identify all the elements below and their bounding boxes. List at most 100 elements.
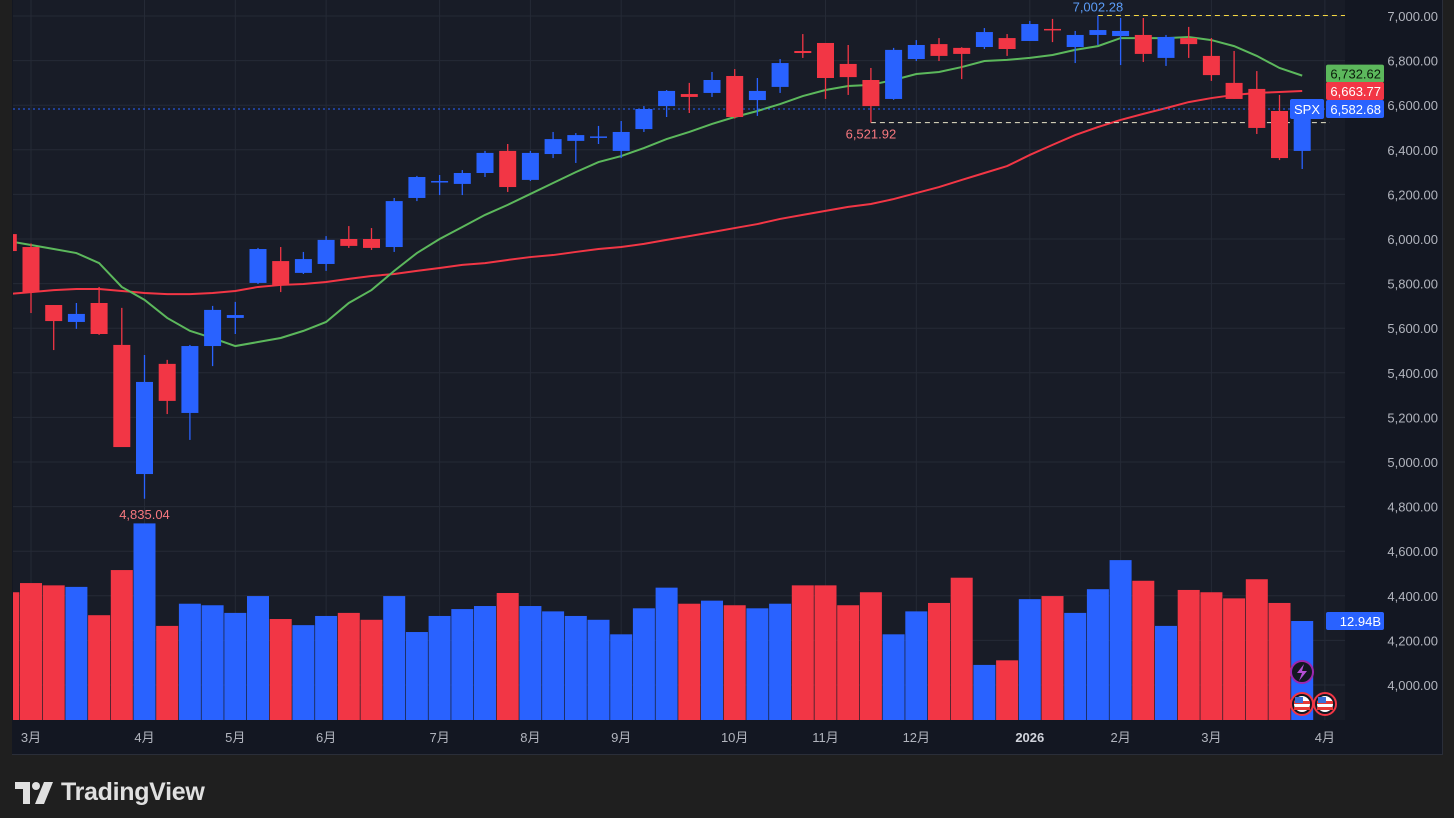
volume-bar [13,592,20,720]
candle-body [1225,82,1243,99]
candle-body [567,135,585,141]
volume-bar [360,619,383,720]
candle-body [1202,55,1220,76]
volume-bar [269,619,292,720]
volume-bar [405,632,428,720]
us-flag-stripe [1317,707,1333,710]
candle-body [726,75,744,118]
volume-bar [133,523,156,720]
candle-body [907,44,925,60]
tradingview-logo[interactable]: TradingView [15,778,205,807]
candle-body [1021,24,1039,41]
volume-bar [564,615,587,720]
volume-bar [42,585,65,720]
volume-bar [632,608,655,720]
tradingview-wordmark: TradingView [61,778,205,806]
y-tick-label: 5,400.00 [1387,366,1438,381]
symbol-tag: SPX [1294,102,1320,117]
candle-body [45,305,63,322]
candle-body [1248,88,1266,128]
candle-body [1180,38,1198,45]
candle-body [1044,28,1061,31]
volume-bar [973,664,996,720]
y-tick-label: 6,800.00 [1387,54,1438,69]
ma-slow-price-tag-background [1326,81,1384,100]
candle-body [885,49,903,99]
candle-body [476,152,494,173]
x-tick-label: 2026 [1015,730,1044,745]
candle-body [431,181,449,183]
candle-body [453,172,471,184]
y-tick-label: 6,200.00 [1387,187,1438,202]
candle-body [680,94,698,97]
volume-bar [20,583,42,720]
volume-bar [723,605,746,720]
volume-bar [655,587,678,720]
volume-bar [746,608,769,720]
volume-bar [837,605,860,720]
volume-bar [1268,602,1291,720]
x-tick-label: 8月 [520,730,540,745]
candle-body [544,139,562,155]
volume-tag-background [1326,612,1384,630]
volume-bar [1132,580,1155,720]
candle-body [363,239,380,248]
candle-body [1134,34,1152,54]
volume-bar [519,606,542,720]
candle-body [703,80,721,93]
ma-slow-price-tag: 6,663.77 [1330,84,1381,99]
candle-body [839,63,857,78]
volume-tag: 12.94B [1340,614,1381,629]
last-price-tag: 6,582.68 [1330,102,1381,117]
plot-area[interactable] [0,14,1352,720]
candle-body [1293,109,1311,151]
candle-body [658,90,676,107]
volume-bar [1064,612,1087,720]
candle-body [22,247,40,293]
volume-bar [1200,592,1223,720]
volume-bar [1041,596,1064,720]
candle-body [294,259,312,273]
us-flag-canton [1318,697,1326,703]
y-tick-label: 4,600.00 [1387,544,1438,559]
candle-body [317,239,335,264]
volume-bar [474,606,496,720]
candle-body [930,44,948,56]
candle-body [635,108,653,130]
volume-bar [1177,589,1200,720]
candle-body [1089,30,1107,35]
volume-bar [1245,579,1268,720]
last-price-tag-background [1326,100,1384,119]
candle-body [340,239,358,246]
volume-bar [337,612,360,720]
volume-bar [882,634,905,720]
ma-fast-price-tag-background [1326,64,1384,83]
candle-body [612,131,630,151]
x-tick-label: 10月 [721,730,748,745]
price-chart[interactable]: 7,000.00 6,800.00 6,600.00 6,400.00 6,200.00… [0,0,1454,760]
candle-body [1066,34,1084,47]
candle-body [90,303,108,334]
y-tick-label: 7,000.00 [1387,9,1438,24]
volume-bar [950,577,973,720]
x-tick-label: 11月 [812,730,839,745]
volume-bar [1086,589,1109,720]
candle-body [67,313,85,322]
volume-bar [791,585,814,720]
volume-bar [1018,599,1041,720]
y-tick-label: 5,800.00 [1387,277,1438,292]
x-tick-label: 4月 [1315,730,1335,745]
candle-body [862,80,880,107]
x-tick-label: 2月 [1110,730,1130,745]
candle-body [13,234,17,252]
candle-body [1271,110,1288,159]
volume-bar [814,585,837,720]
ma-fast-price-tag: 6,732.62 [1330,67,1381,82]
y-tick-label: 4,200.00 [1387,633,1438,648]
y-tick-label: 6,400.00 [1387,143,1438,158]
tradingview-logo-icon [15,781,53,804]
volume-bar [905,611,928,720]
candle-body [113,344,131,448]
candle-body [794,51,812,54]
candle-body [249,249,267,283]
